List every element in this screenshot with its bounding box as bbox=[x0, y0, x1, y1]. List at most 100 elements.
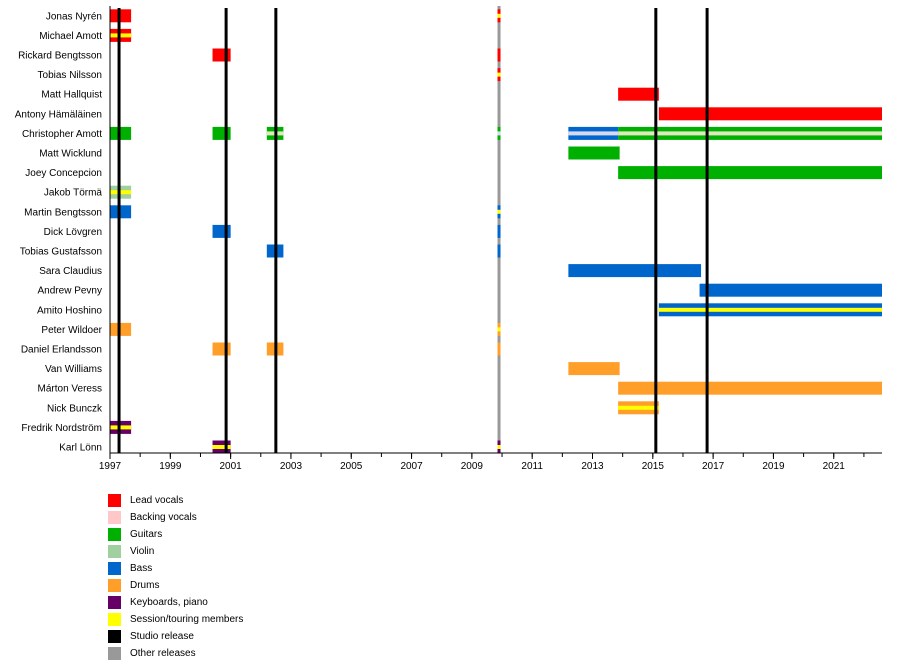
legend-label: Studio release bbox=[130, 631, 194, 642]
x-axis: 1997 1999 2001 2003 2005 2007 2009 2011 2013 2015… bbox=[99, 6, 882, 472]
x-tick-label: 2013 bbox=[581, 461, 604, 472]
member-bar bbox=[110, 9, 132, 23]
legend-label: Drums bbox=[130, 580, 160, 591]
legend-label: Other releases bbox=[130, 648, 196, 659]
member-label: Christopher Amott bbox=[22, 129, 102, 140]
legend-swatch bbox=[108, 511, 121, 524]
member-bar bbox=[497, 342, 501, 356]
member-bar-inner-stripe bbox=[110, 190, 132, 195]
x-tick-label: 2001 bbox=[220, 461, 243, 472]
member-label: Antony Hämäläinen bbox=[15, 109, 102, 120]
legend-item: Keyboards, piano bbox=[108, 594, 243, 611]
member-label: Tobias Gustafsson bbox=[20, 247, 102, 258]
x-tick-label: 2017 bbox=[702, 461, 725, 472]
member-label: Sara Claudius bbox=[39, 266, 102, 277]
member-bar bbox=[212, 224, 231, 238]
timeline-chart: 1997 1999 2001 2003 2005 2007 2009 2011 2013 2015… bbox=[15, 6, 882, 472]
member-label: Matt Wicklund bbox=[39, 149, 102, 160]
legend-label: Session/touring members bbox=[130, 614, 244, 625]
x-tick-label: 2007 bbox=[400, 461, 423, 472]
member-label: Márton Veress bbox=[38, 384, 102, 395]
legend-swatch bbox=[108, 596, 121, 609]
x-tick-label: 2005 bbox=[340, 461, 363, 472]
member-bar-inner-stripe bbox=[110, 425, 132, 430]
legend-item: Bass bbox=[108, 560, 243, 577]
member-label: Amito Hoshino bbox=[37, 305, 102, 316]
releases-layer bbox=[117, 8, 709, 453]
member-label: Peter Wildoer bbox=[41, 325, 102, 336]
bars-layer bbox=[110, 6, 882, 454]
legend-swatch bbox=[108, 528, 121, 541]
member-bar-inner-stripe bbox=[212, 445, 231, 449]
member-bar bbox=[618, 166, 882, 180]
member-bar-inner-stripe bbox=[497, 327, 501, 332]
member-bar bbox=[568, 362, 620, 376]
x-tick-label: 2021 bbox=[823, 461, 846, 472]
member-labels: Jonas Nyrén Michael Amott Rickard Bengtsso… bbox=[15, 11, 103, 453]
x-tick-label: 2015 bbox=[642, 461, 665, 472]
member-label: Michael Amott bbox=[39, 31, 102, 42]
legend-swatch bbox=[108, 613, 121, 626]
member-label: Joey Concepcion bbox=[25, 168, 102, 179]
member-bar bbox=[618, 381, 882, 395]
member-bar bbox=[110, 126, 132, 140]
x-tick-label: 2003 bbox=[280, 461, 303, 472]
member-bar bbox=[618, 87, 659, 101]
member-label: Dick Lövgren bbox=[44, 227, 102, 238]
member-bar-inner-stripe bbox=[618, 131, 882, 136]
legend-item: Lead vocals bbox=[108, 492, 243, 509]
member-bar bbox=[212, 342, 231, 356]
member-bar-inner-stripe bbox=[497, 131, 501, 136]
member-label: Van Williams bbox=[45, 364, 102, 375]
legend-item: Session/touring members bbox=[108, 611, 243, 628]
legend-swatch bbox=[108, 579, 121, 592]
legend-swatch bbox=[108, 494, 121, 507]
legend-label: Guitars bbox=[130, 529, 163, 540]
member-label: Tobias Nilsson bbox=[38, 70, 102, 81]
x-tick-label: 1999 bbox=[159, 461, 182, 472]
member-label: Nick Bunczk bbox=[47, 403, 103, 414]
member-bar bbox=[212, 48, 231, 62]
legend: Lead vocals Backing vocals Guitars Violin Ba… bbox=[108, 492, 243, 662]
member-bar bbox=[497, 244, 501, 258]
member-label: Matt Hallquist bbox=[41, 90, 102, 101]
member-bar-inner-stripe bbox=[618, 405, 659, 410]
member-bar-inner-stripe bbox=[497, 13, 501, 18]
member-bar bbox=[497, 48, 501, 62]
x-tick-label: 2011 bbox=[521, 461, 543, 472]
member-label: Daniel Erlandsson bbox=[21, 345, 102, 356]
x-tick-label: 1997 bbox=[99, 461, 122, 472]
legend-item: Guitars bbox=[108, 526, 243, 543]
member-label: Martin Bengtsson bbox=[24, 207, 102, 218]
member-label: Jakob Törmä bbox=[44, 188, 103, 199]
member-bar bbox=[699, 283, 882, 297]
member-bar bbox=[568, 264, 702, 278]
member-label: Rickard Bengtsson bbox=[18, 51, 102, 62]
legend-item: Backing vocals bbox=[108, 509, 243, 526]
member-bar-inner-stripe bbox=[497, 209, 501, 214]
member-bar-inner-stripe bbox=[658, 307, 882, 312]
legend-item: Drums bbox=[108, 577, 243, 594]
member-bar bbox=[212, 126, 231, 140]
member-bar bbox=[497, 224, 501, 238]
member-label: Fredrik Nordström bbox=[21, 423, 102, 434]
member-label: Jonas Nyrén bbox=[46, 11, 102, 22]
member-bar bbox=[568, 146, 620, 160]
legend-swatch bbox=[108, 630, 121, 643]
legend-item: Other releases bbox=[108, 645, 243, 662]
legend-label: Bass bbox=[130, 563, 153, 574]
legend-swatch bbox=[108, 545, 121, 558]
member-label: Andrew Pevny bbox=[38, 286, 102, 297]
x-tick-label: 2009 bbox=[461, 461, 484, 472]
member-bar-inner-stripe bbox=[497, 445, 501, 449]
member-bar bbox=[658, 107, 882, 121]
member-bar bbox=[110, 205, 132, 219]
member-bar-inner-stripe bbox=[497, 72, 501, 77]
legend-label: Keyboards, piano bbox=[130, 597, 208, 608]
x-tick-label: 2019 bbox=[762, 461, 785, 472]
legend-label: Backing vocals bbox=[130, 512, 197, 523]
member-bar-inner-stripe bbox=[568, 131, 619, 136]
legend-swatch bbox=[108, 562, 121, 575]
legend-item: Studio release bbox=[108, 628, 243, 645]
member-bar-inner-stripe bbox=[110, 33, 132, 38]
